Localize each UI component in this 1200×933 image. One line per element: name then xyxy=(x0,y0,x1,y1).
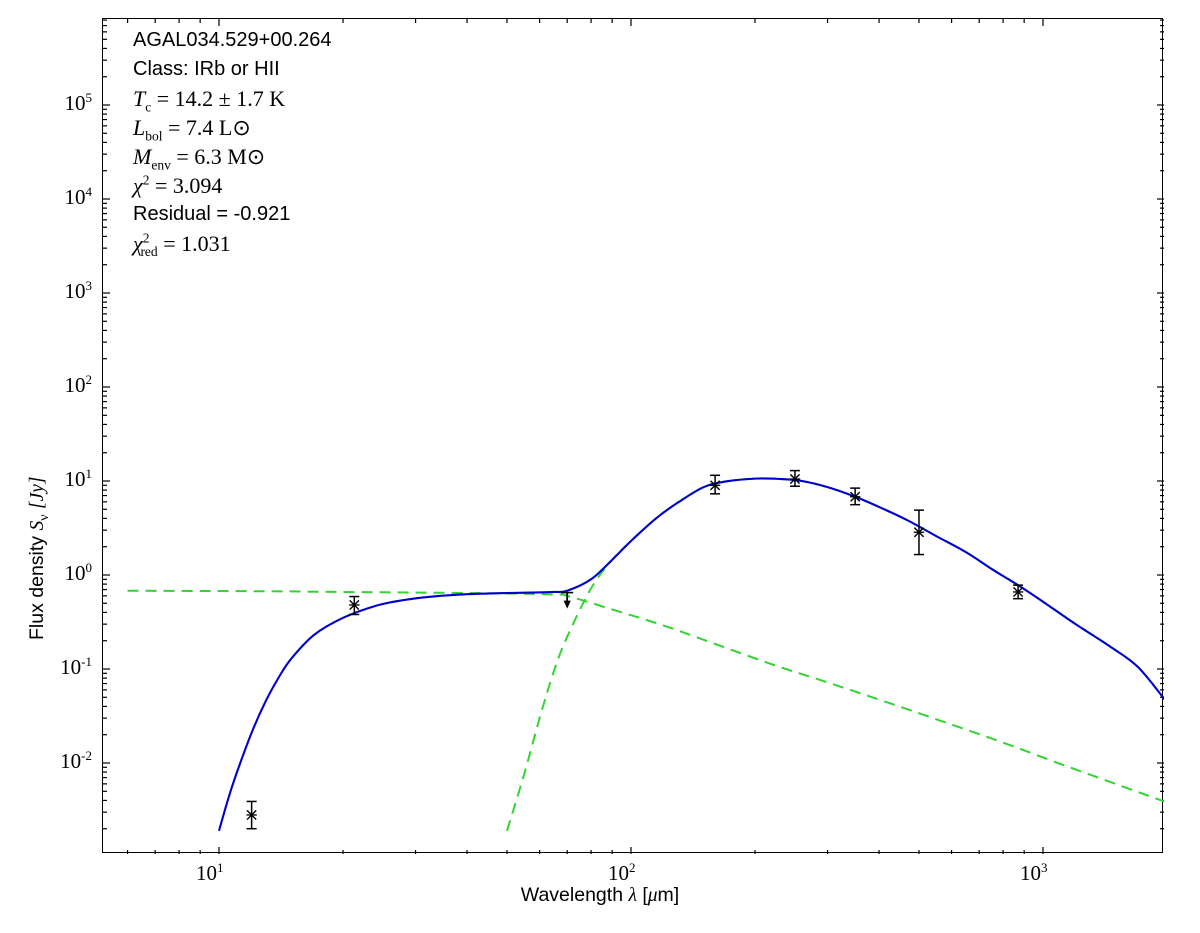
data-point[interactable] xyxy=(349,595,360,616)
chi2red-value: = 1.031 xyxy=(163,231,231,256)
tc-value: = 14.2 ± 1.7 K xyxy=(156,86,286,111)
model-curve-total xyxy=(217,477,1164,832)
tc-subscript: c xyxy=(145,99,152,115)
marker-x xyxy=(789,473,801,485)
annotation-source-name: AGAL034.529+00.264 xyxy=(133,29,332,51)
model-curve-warm-component xyxy=(127,589,1164,803)
data-point[interactable] xyxy=(561,591,574,609)
x-axis-label: Wavelength λ [μm] xyxy=(0,884,1200,907)
plot-canvas xyxy=(103,19,1164,854)
chi2red-symbol: χ xyxy=(133,231,143,256)
marker-x xyxy=(1012,586,1024,598)
y-tick-label: 10-2 xyxy=(60,748,92,773)
marker-x xyxy=(709,480,721,491)
y-axis-label-text: Flux density Sν [Jy] xyxy=(26,476,52,640)
data-point[interactable] xyxy=(246,800,257,830)
tick-marks xyxy=(103,19,1164,854)
chi2red-superscript: 2 xyxy=(142,230,150,246)
marker-x xyxy=(246,809,257,821)
data-point[interactable] xyxy=(913,509,925,556)
marker-x xyxy=(349,599,360,611)
y-axis-label: Flux density Sν [Jy] xyxy=(26,476,52,640)
tc-symbol: T xyxy=(133,86,146,111)
x-tick-label: 102 xyxy=(608,860,636,885)
y-tick-label: 101 xyxy=(64,466,93,491)
y-tick-label: 103 xyxy=(64,278,93,303)
data-point[interactable] xyxy=(709,474,721,495)
marker-x xyxy=(849,491,861,502)
model-curve-cold-component xyxy=(506,477,1164,832)
y-tick-label: 104 xyxy=(64,184,93,209)
chi2-value: = 3.094 xyxy=(154,173,223,198)
marker-x xyxy=(913,527,925,538)
annotation-chi2red: χ2red = 1.031 xyxy=(133,230,553,262)
lbol-subscript: bol xyxy=(145,128,163,144)
chi2-superscript: 2 xyxy=(142,172,150,188)
menv-subscript: env xyxy=(151,157,171,173)
chi2red-subscript: red xyxy=(140,244,158,260)
upper-limit-arrowhead xyxy=(563,600,571,609)
plot-axes xyxy=(102,18,1164,854)
chi2-symbol: χ xyxy=(133,173,143,198)
data-point[interactable] xyxy=(789,469,801,487)
annotation-lbol: Lbol = 7.4 L⊙ xyxy=(133,117,553,146)
annotation-box: AGAL034.529+00.264 Class: IRb or HII Tc … xyxy=(133,30,553,262)
y-tick-label: 100 xyxy=(64,560,93,585)
y-tick-label: 102 xyxy=(64,372,93,397)
annotation-menv: Menv = 6.3 M⊙ xyxy=(133,146,553,175)
x-axis-label-text: Wavelength λ [μm] xyxy=(520,884,680,906)
curves-group xyxy=(127,469,1164,832)
annotation-chi2: χ2 = 3.094 xyxy=(133,172,553,204)
data-point[interactable] xyxy=(1012,584,1024,600)
lbol-symbol: L xyxy=(133,115,146,140)
data-point[interactable] xyxy=(849,487,861,506)
annotation-class: Class: IRb or HII xyxy=(133,58,280,80)
x-tick-label: 101 xyxy=(196,860,224,885)
menv-value: = 6.3 M⊙ xyxy=(176,144,266,169)
x-tick-label: 103 xyxy=(1020,860,1048,885)
menv-symbol: M xyxy=(133,144,152,169)
lbol-value: = 7.4 L⊙ xyxy=(168,115,251,140)
annotation-tc: Tc = 14.2 ± 1.7 K xyxy=(133,88,553,117)
y-tick-label: 10-1 xyxy=(60,654,92,679)
y-tick-label: 105 xyxy=(64,90,93,115)
annotation-residual: Residual = -0.921 xyxy=(133,203,291,225)
data-points-group xyxy=(246,469,1024,830)
